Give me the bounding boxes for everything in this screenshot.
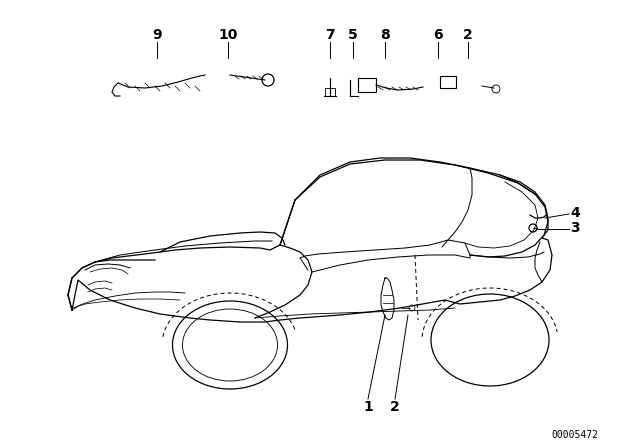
Text: 3: 3	[570, 221, 580, 235]
Text: 4: 4	[570, 206, 580, 220]
Bar	[325, 88, 335, 96]
Text: 10: 10	[218, 28, 237, 42]
Text: 5: 5	[348, 28, 358, 42]
Bar	[358, 78, 376, 92]
Text: 8: 8	[380, 28, 390, 42]
Text: 2: 2	[390, 400, 400, 414]
Text: 1: 1	[363, 400, 373, 414]
Bar	[440, 76, 456, 88]
Text: 9: 9	[152, 28, 162, 42]
Text: 00005472: 00005472	[551, 430, 598, 440]
Text: 2: 2	[463, 28, 473, 42]
Text: 6: 6	[433, 28, 443, 42]
Text: 7: 7	[325, 28, 335, 42]
